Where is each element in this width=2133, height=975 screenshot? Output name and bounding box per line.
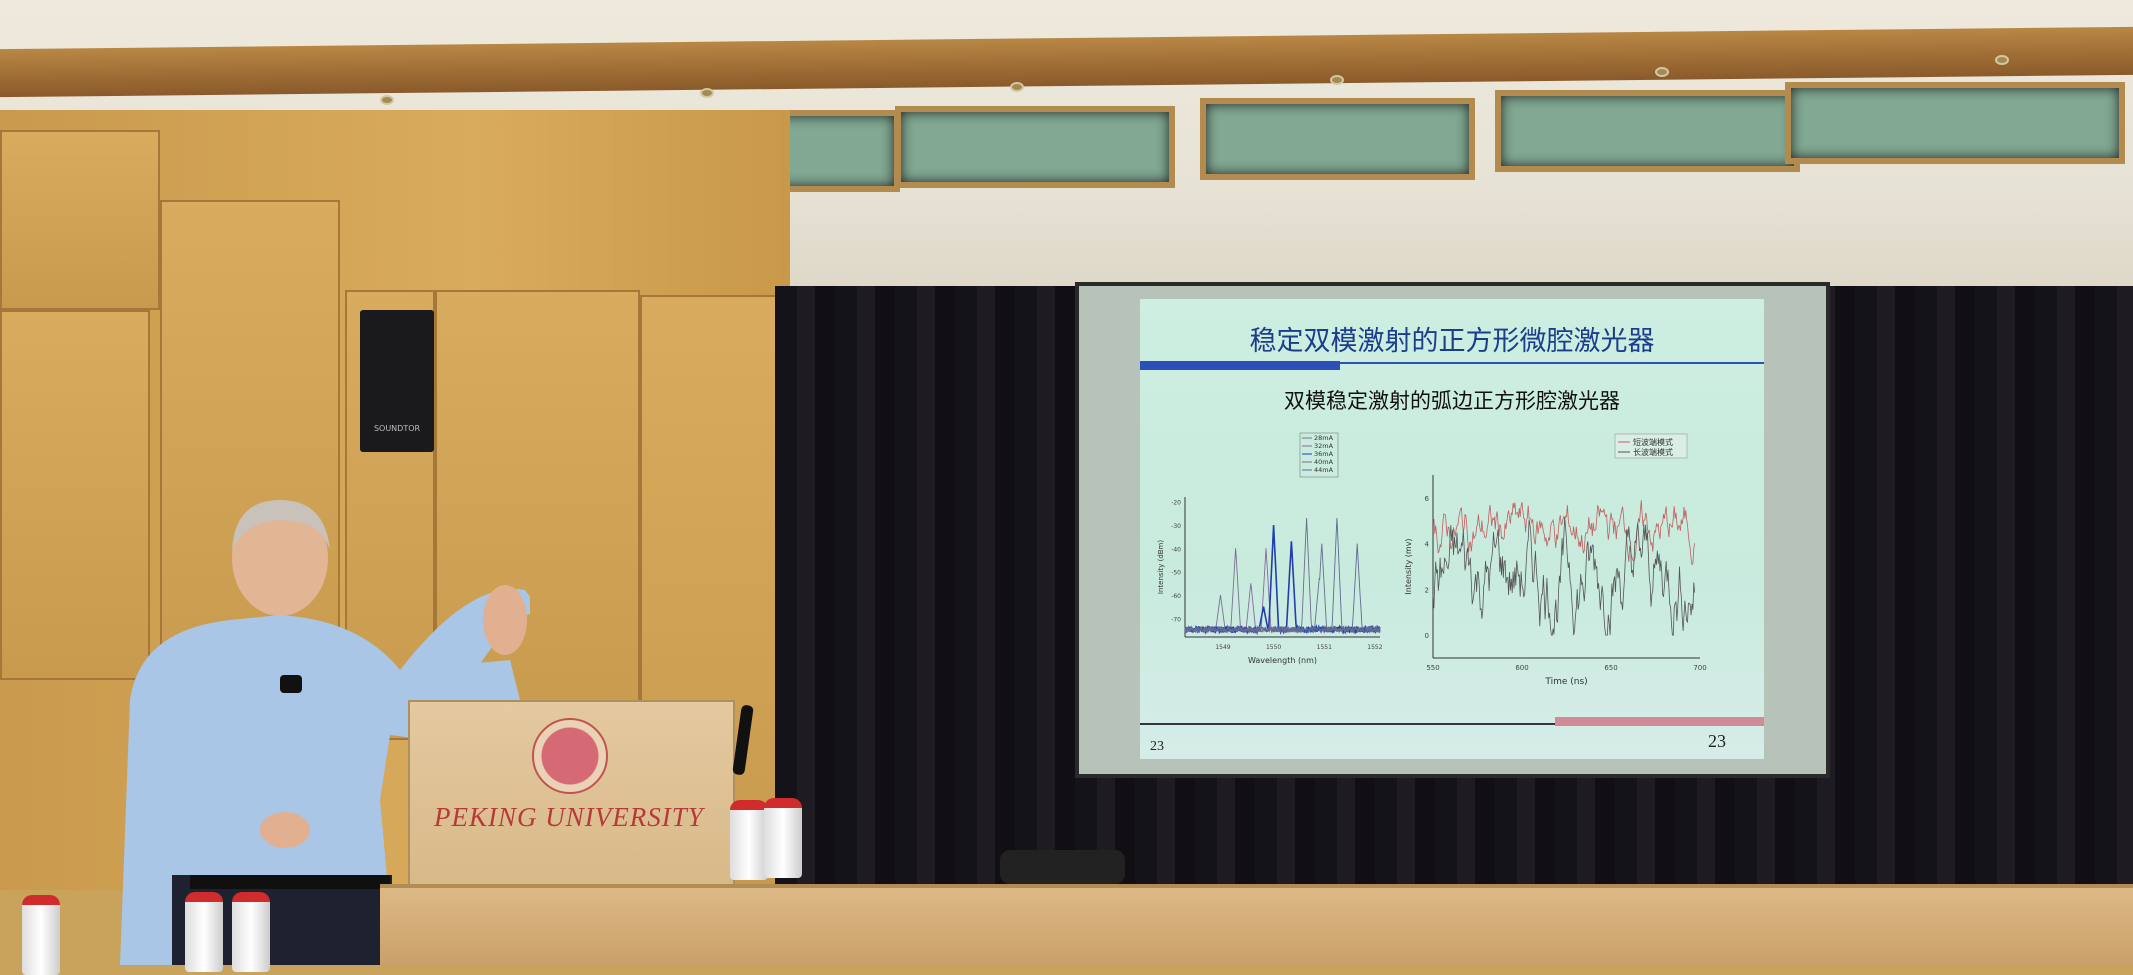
spectrum-line-32mA xyxy=(1184,548,1381,635)
y-tick-label: -30 xyxy=(1171,523,1181,530)
spectrum-line-40mA xyxy=(1184,517,1381,634)
water-bottle xyxy=(185,892,223,972)
x-tick-label: 650 xyxy=(1604,664,1617,672)
x-tick-label: 550 xyxy=(1426,664,1439,672)
timeseries-line xyxy=(1432,500,1696,566)
water-bottle xyxy=(232,892,270,972)
timeseries-line xyxy=(1432,517,1696,636)
y-tick-label: -50 xyxy=(1171,570,1181,577)
slide-title: 稳定双模激射的正方形微腔激光器 xyxy=(1249,326,1655,357)
speaker-brand: SOUNDTOR xyxy=(373,424,421,433)
x-tick-label: 1552 xyxy=(1367,644,1382,651)
y-tick-label: 4 xyxy=(1425,541,1430,549)
ceiling-light xyxy=(380,95,394,105)
x-tick-label: 700 xyxy=(1693,664,1706,672)
ceiling-light xyxy=(1330,75,1344,85)
title-accent-bar xyxy=(1140,361,1340,370)
ceiling-coffer xyxy=(1495,90,1800,172)
wall-speaker: SOUNDTOR xyxy=(360,310,434,452)
water-bottle xyxy=(22,895,60,975)
legend-label: 28mA xyxy=(1314,434,1334,442)
water-bottle xyxy=(764,798,802,878)
x-tick-label: 600 xyxy=(1515,664,1528,672)
slide-charts: 1549 1550 1551 1552 -20 -30 -40 -50 -60 -70 Wavele… xyxy=(1157,432,1707,687)
page-number-right: 23 xyxy=(1708,731,1726,751)
x-tick-label: 1550 xyxy=(1266,644,1281,651)
water-bottle xyxy=(730,800,768,880)
y-tick-label: -40 xyxy=(1171,546,1181,553)
legend-label: 短波端模式 xyxy=(1633,437,1673,447)
x-axis-label: Time (ns) xyxy=(1544,677,1587,687)
spectrum-line-36mA xyxy=(1184,524,1381,636)
podium: PEKING UNIVERSITY xyxy=(408,700,735,890)
x-tick-label: 1549 xyxy=(1215,644,1230,651)
ceiling-light xyxy=(1010,82,1024,92)
footer-accent-bar xyxy=(1555,717,1764,726)
legend-label: 长波端模式 xyxy=(1633,447,1673,457)
x-tick-label: 1551 xyxy=(1317,644,1332,651)
page-number-left: 23 xyxy=(1150,739,1164,754)
ceiling-coffer xyxy=(1785,82,2125,164)
y-tick-label: -60 xyxy=(1171,593,1181,600)
presentation-slide: 稳定双模激射的正方形微腔激光器 双模稳定激射的弧边正方形腔激光器 1549 155… xyxy=(1140,299,1764,759)
legend-label: 32mA xyxy=(1314,442,1334,450)
legend-label: 44mA xyxy=(1314,466,1334,474)
front-table xyxy=(380,884,2133,965)
y-axis-label: Intensity (dBm) xyxy=(1157,540,1165,594)
ceiling-light xyxy=(1655,67,1669,77)
ceiling-light xyxy=(700,88,714,98)
ceiling-light xyxy=(1995,55,2009,65)
spectrum-line-28mA xyxy=(1184,548,1381,634)
slide-subtitle: 双模稳定激射的弧边正方形腔激光器 xyxy=(1284,389,1620,413)
title-rule xyxy=(1340,362,1764,364)
legend-label: 40mA xyxy=(1314,458,1334,466)
y-tick-label: 2 xyxy=(1425,586,1429,594)
ceiling-coffer xyxy=(895,106,1175,188)
y-tick-label: -20 xyxy=(1171,500,1181,507)
ceiling-coffer xyxy=(1200,98,1475,180)
raised-hand xyxy=(483,585,527,655)
legend-box xyxy=(1614,433,1688,459)
peking-university-seal xyxy=(532,718,608,794)
spectrum-line-44mA xyxy=(1184,517,1381,634)
y-tick-label: 6 xyxy=(1425,495,1430,503)
y-tick-label: 0 xyxy=(1425,632,1429,640)
x-axis-label: Wavelength (nm) xyxy=(1248,656,1317,665)
y-tick-label: -70 xyxy=(1171,616,1181,623)
legend-label: 36mA xyxy=(1314,450,1334,458)
legend-box xyxy=(1299,432,1339,478)
footer-rule xyxy=(1140,723,1764,725)
podium-name: PEKING UNIVERSITY xyxy=(434,802,704,832)
y-axis-label: Intensity (mv) xyxy=(1404,538,1413,594)
lapel-microphone xyxy=(280,675,302,693)
projector-device xyxy=(1000,850,1125,884)
